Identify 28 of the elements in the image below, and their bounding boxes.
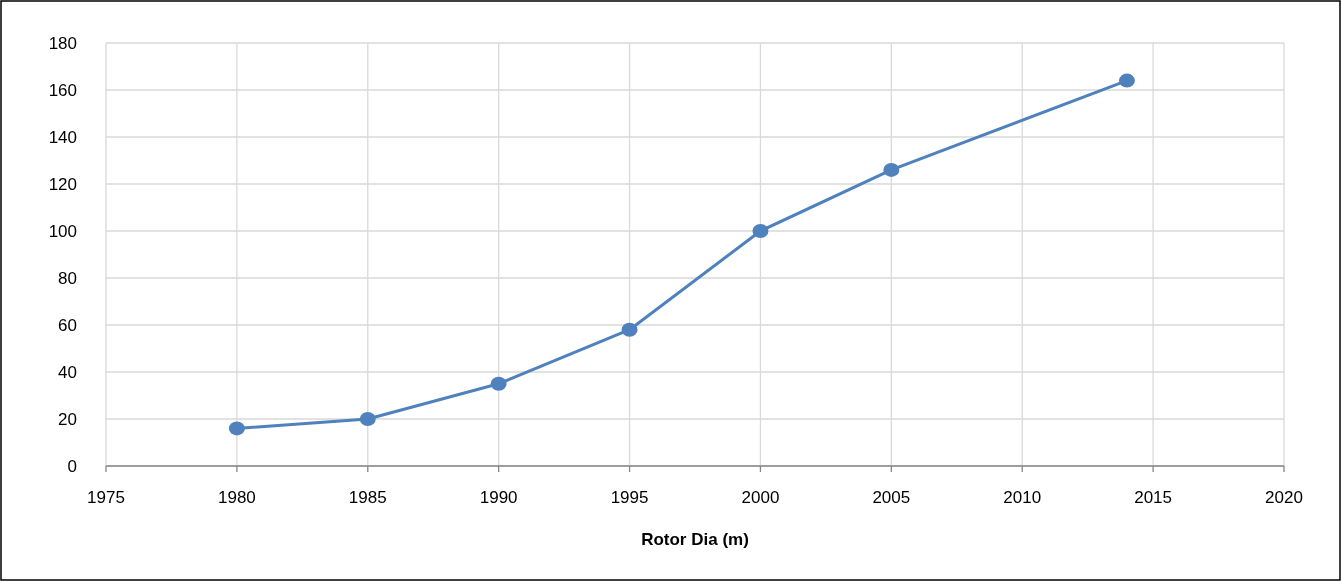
y-tick-label: 40 — [58, 363, 77, 382]
x-axis-title: Rotor Dia (m) — [641, 530, 749, 549]
x-tick-label: 2020 — [1265, 488, 1303, 507]
point — [752, 224, 769, 238]
x-tick-label: 2010 — [1003, 488, 1042, 507]
point — [621, 322, 638, 337]
y-tick-label: 0 — [67, 457, 77, 476]
y-tick-label: 140 — [48, 128, 77, 147]
y-tick-label: 180 — [48, 34, 77, 53]
y-tick-label: 100 — [48, 222, 77, 241]
x-tick-label: 2015 — [1134, 488, 1173, 507]
y-tick-label: 160 — [48, 81, 77, 100]
point — [490, 376, 507, 391]
x-tick-label: 1990 — [479, 488, 518, 507]
y-tick-label: 80 — [58, 269, 77, 288]
x-tick-label: 2000 — [741, 488, 780, 507]
x-tick-label: 2005 — [872, 488, 911, 507]
x-tick-label: 1995 — [610, 488, 649, 507]
y-tick-label: 20 — [58, 410, 77, 429]
point — [883, 162, 900, 177]
point — [1118, 73, 1135, 88]
y-tick-label: 60 — [58, 316, 77, 335]
point — [228, 421, 245, 436]
x-tick-label: 1975 — [87, 488, 125, 507]
point — [359, 412, 376, 426]
x-tick-label: 1985 — [348, 488, 387, 507]
x-tick-label: 1980 — [217, 488, 256, 507]
y-tick-label: 120 — [48, 175, 77, 194]
